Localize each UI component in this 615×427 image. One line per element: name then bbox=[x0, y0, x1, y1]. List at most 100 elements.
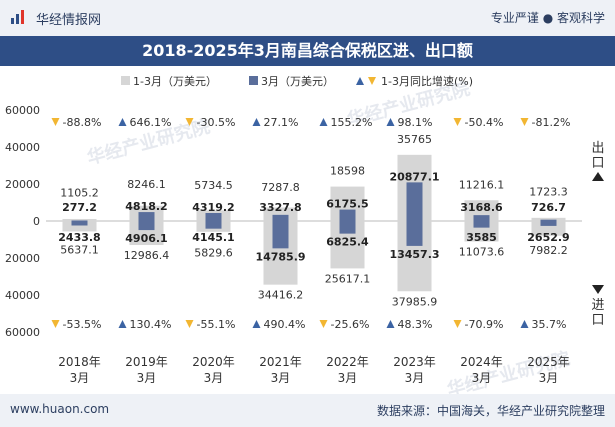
x-tick-label: 2019年 bbox=[125, 355, 168, 369]
label-import-cumulative: 5829.6 bbox=[194, 247, 233, 260]
legend-label-march: 3月（万美元） bbox=[261, 75, 334, 88]
growth-export-label: -88.8% bbox=[63, 116, 102, 129]
bar-import-cumulative bbox=[531, 221, 566, 236]
label-import-march: 14785.9 bbox=[255, 250, 305, 263]
growth-export-label: 98.1% bbox=[398, 116, 433, 129]
x-tick-label-month: 3月 bbox=[70, 371, 90, 385]
bar-import-march bbox=[205, 221, 222, 229]
label-import-cumulative: 12986.4 bbox=[124, 249, 170, 262]
bar-import-cumulative bbox=[464, 221, 499, 242]
x-tick-label-month: 3月 bbox=[539, 371, 559, 385]
growth-import-label: -25.6% bbox=[331, 318, 370, 331]
label-export-march: 4319.2 bbox=[192, 201, 234, 214]
y-tick-label: 60000 bbox=[5, 104, 40, 117]
label-import-march: 13457.3 bbox=[389, 248, 439, 261]
side-label-export-char: 口 bbox=[591, 156, 604, 171]
legend-swatch-cumulative bbox=[121, 76, 130, 85]
bar-import-march bbox=[272, 221, 289, 249]
y-tick-label: 20000 bbox=[5, 252, 40, 265]
bar-import-march bbox=[71, 221, 88, 226]
x-tick-label-month: 3月 bbox=[472, 371, 492, 385]
bar-export-cumulative bbox=[263, 207, 298, 221]
import-arrow-down-icon bbox=[592, 285, 604, 294]
bar-export-march bbox=[339, 209, 356, 221]
label-import-cumulative: 37985.9 bbox=[392, 295, 438, 308]
label-import-cumulative: 7982.2 bbox=[529, 244, 568, 257]
label-export-march: 3168.6 bbox=[460, 201, 503, 214]
brand-logo-icon bbox=[11, 10, 24, 24]
legend-label-growth: 1-3月同比增速(%) bbox=[381, 74, 473, 88]
label-export-march: 20877.1 bbox=[389, 170, 439, 183]
label-export-march: 4818.2 bbox=[125, 200, 167, 213]
footer-bar bbox=[0, 394, 615, 427]
growth-import-label: -55.1% bbox=[197, 318, 236, 331]
growth-export-label: -81.2% bbox=[532, 116, 571, 129]
bar-export-cumulative bbox=[531, 217, 566, 221]
growth-export-label: 646.1% bbox=[130, 116, 172, 129]
legend-label-cumulative: 1-3月（万美元） bbox=[133, 75, 217, 88]
growth-export-label: -30.5% bbox=[197, 116, 236, 129]
side-label-import-char: 口 bbox=[591, 313, 604, 328]
growth-import-down-icon bbox=[51, 320, 60, 328]
growth-import-label: 490.4% bbox=[264, 318, 306, 331]
growth-export-down-icon bbox=[453, 118, 462, 126]
x-tick-label-month: 3月 bbox=[405, 371, 425, 385]
growth-import-label: 48.3% bbox=[398, 318, 433, 331]
bar-export-march bbox=[473, 215, 490, 221]
footer-url[interactable]: www.huaon.com bbox=[10, 402, 110, 416]
bar-export-cumulative bbox=[62, 218, 97, 221]
x-tick-label: 2022年 bbox=[326, 355, 369, 369]
x-tick-label: 2020年 bbox=[192, 355, 235, 369]
chart-title: 2018-2025年3月南昌综合保税区进、出口额 bbox=[142, 41, 473, 60]
bar-export-march bbox=[205, 213, 222, 221]
growth-export-up-icon bbox=[252, 118, 261, 126]
label-export-cumulative: 1105.2 bbox=[60, 186, 99, 199]
growth-import-label: 35.7% bbox=[532, 318, 567, 331]
x-tick-label-month: 3月 bbox=[271, 371, 291, 385]
x-tick-label: 2023年 bbox=[393, 355, 436, 369]
bar-export-march bbox=[272, 214, 289, 221]
label-export-march: 277.2 bbox=[62, 201, 97, 214]
brand-name: 华经情报网 bbox=[36, 13, 102, 28]
x-tick-label: 2025年 bbox=[527, 355, 570, 369]
label-export-cumulative: 8246.1 bbox=[127, 178, 166, 191]
growth-export-label: 27.1% bbox=[264, 116, 299, 129]
label-export-march: 726.7 bbox=[531, 201, 566, 214]
bar-import-march bbox=[540, 221, 557, 226]
growth-import-down-icon bbox=[185, 320, 194, 328]
growth-export-up-icon bbox=[319, 118, 328, 126]
growth-export-up-icon bbox=[118, 118, 127, 126]
label-import-march: 3585 bbox=[466, 231, 497, 244]
label-export-cumulative: 11216.1 bbox=[459, 178, 505, 191]
growth-export-down-icon bbox=[51, 118, 60, 126]
y-tick-label: 40000 bbox=[5, 289, 40, 302]
growth-import-up-icon bbox=[520, 320, 529, 328]
growth-export-down-icon bbox=[520, 118, 529, 126]
label-import-cumulative: 5637.1 bbox=[60, 244, 99, 257]
side-label-export-char: 出 bbox=[591, 141, 604, 156]
bar-import-march bbox=[138, 221, 155, 231]
label-export-cumulative: 35765 bbox=[397, 133, 432, 146]
growth-import-down-icon bbox=[453, 320, 462, 328]
x-tick-label-month: 3月 bbox=[338, 371, 358, 385]
growth-export-label: -50.4% bbox=[465, 116, 504, 129]
bar-import-march bbox=[473, 221, 490, 228]
y-tick-label: 0 bbox=[33, 215, 40, 228]
growth-export-up-icon bbox=[386, 118, 395, 126]
title-bar bbox=[0, 36, 615, 66]
label-import-cumulative: 34416.2 bbox=[258, 289, 304, 302]
bar-export-march bbox=[71, 220, 88, 221]
y-tick-label: 20000 bbox=[5, 178, 40, 191]
legend-swatch-march bbox=[249, 76, 258, 85]
bar-import-march bbox=[339, 221, 356, 234]
bar-export-march bbox=[138, 212, 155, 221]
bar-import-march bbox=[406, 221, 423, 246]
growth-import-label: -53.5% bbox=[63, 318, 102, 331]
growth-import-up-icon bbox=[118, 320, 127, 328]
growth-export-label: 155.2% bbox=[331, 116, 373, 129]
label-export-cumulative: 18598 bbox=[330, 165, 365, 178]
label-export-march: 6175.5 bbox=[326, 198, 368, 211]
label-import-march: 4145.1 bbox=[192, 231, 234, 244]
label-export-cumulative: 1723.3 bbox=[529, 186, 568, 199]
growth-import-label: 130.4% bbox=[130, 318, 172, 331]
